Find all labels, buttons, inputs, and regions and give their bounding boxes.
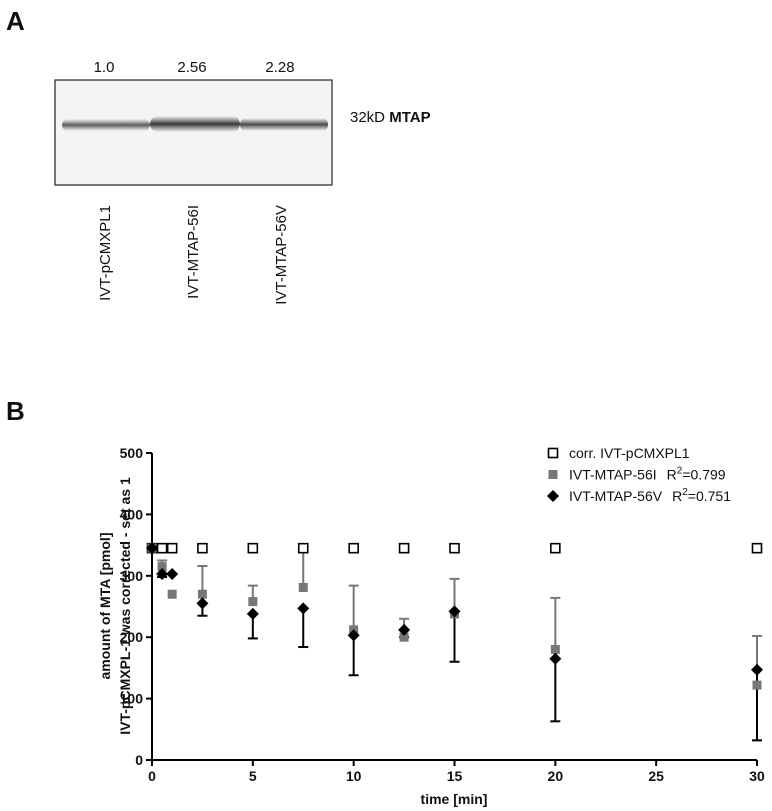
x-tick-label: 20 [548, 768, 564, 784]
point [167, 589, 177, 599]
blot-band [62, 119, 150, 131]
point [196, 597, 209, 610]
legend-label: IVT-MTAP-56I R2=0.799 [569, 466, 726, 483]
ratio-label: 2.28 [265, 59, 294, 76]
point [166, 567, 179, 580]
y-tick-label: 200 [120, 629, 144, 645]
stat-label: R [672, 488, 682, 504]
error-bar [348, 635, 359, 677]
point [247, 542, 259, 554]
legend-name: IVT-MTAP-56V [569, 488, 663, 504]
band-label: 32kD MTAP [350, 109, 431, 126]
error-bar [449, 611, 460, 663]
y-tick-label: 300 [120, 568, 144, 584]
legend-marker [547, 490, 559, 502]
point [398, 542, 410, 554]
point [348, 542, 359, 554]
point [448, 605, 461, 618]
y-tick-label: 0 [135, 752, 143, 768]
stat-label: R [667, 467, 677, 483]
legend-label: IVT-MTAP-56V R2=0.751 [569, 487, 731, 504]
y-tick-label: 100 [120, 691, 144, 707]
x-axis-label: time [min] [421, 791, 488, 807]
point [550, 644, 560, 654]
point [248, 597, 258, 607]
point [399, 632, 409, 642]
error-bar [197, 564, 208, 595]
point [246, 607, 259, 620]
x-tick-label: 25 [648, 768, 664, 784]
panel-label: A [6, 6, 25, 36]
lane-label: IVT-pCMXPL1 [97, 205, 114, 301]
blot-band [150, 116, 240, 132]
x-tick-label: 0 [148, 768, 156, 784]
error-bar [550, 596, 561, 650]
point [449, 542, 460, 554]
point [550, 542, 561, 554]
point [549, 652, 562, 665]
point [156, 542, 168, 554]
y-tick-label: 500 [120, 445, 144, 461]
y-tick-label: 400 [120, 506, 144, 522]
stat-label: =0.751 [688, 488, 731, 504]
point [298, 582, 308, 592]
error-bar [348, 584, 359, 630]
band-name: MTAP [389, 109, 430, 126]
point [398, 623, 411, 636]
error-bar [752, 669, 762, 742]
lane-label: IVT-MTAP-56I [185, 205, 202, 299]
legend-name: corr. IVT-pCMXPL1 [569, 445, 690, 461]
error-bar [550, 658, 561, 723]
legend-name: IVT-MTAP-56I [569, 467, 657, 483]
ratio-label: 1.0 [94, 59, 115, 76]
error-bar [298, 547, 309, 588]
point [156, 567, 169, 580]
panel-label: B [6, 396, 25, 426]
point [751, 663, 763, 676]
lane-label: IVT-MTAP-56V [273, 205, 290, 305]
point [297, 602, 310, 615]
x-tick-label: 15 [447, 768, 463, 784]
x-tick-label: 10 [346, 768, 362, 784]
legend-label: corr. IVT-pCMXPL1 [569, 445, 690, 461]
blot [54, 79, 333, 186]
point [197, 589, 207, 599]
point [752, 680, 762, 690]
point [146, 542, 158, 555]
legend-marker [548, 470, 558, 479]
stat-label: 2 [677, 466, 683, 477]
legend-marker [547, 447, 559, 459]
y-axis-label: amount of MTA [pmol] [97, 533, 113, 680]
point [166, 542, 178, 554]
x-tick-label: 5 [249, 768, 257, 784]
stat-label: =0.799 [682, 467, 725, 483]
point [751, 542, 763, 554]
point [297, 542, 309, 554]
point [347, 629, 360, 642]
stat-label: 2 [682, 487, 688, 498]
point [197, 542, 208, 554]
blot-band [240, 118, 328, 131]
band-size: 32kD [350, 109, 385, 126]
point [157, 562, 167, 572]
x-tick-label: 30 [749, 768, 765, 784]
ratio-label: 2.56 [177, 59, 206, 76]
error-bar [298, 608, 309, 649]
y-axis-label: IVT-pCMXPL-1 was corrected - set as 1 [117, 477, 133, 735]
